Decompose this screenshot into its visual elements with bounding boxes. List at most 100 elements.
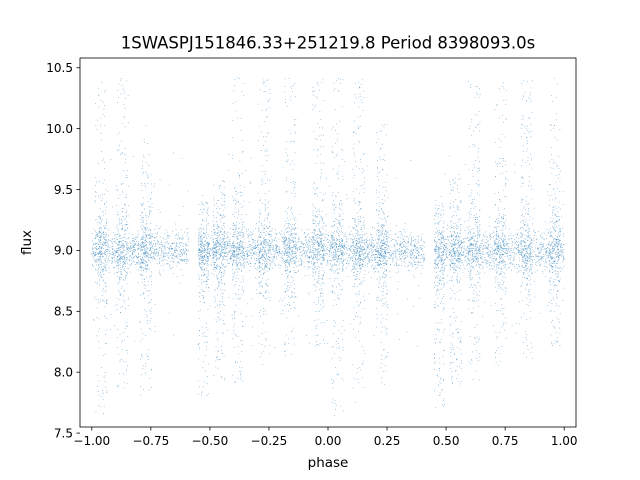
- data-point: [248, 241, 250, 242]
- data-point: [454, 242, 456, 243]
- data-point: [544, 262, 546, 264]
- data-point: [454, 253, 456, 255]
- data-point: [105, 283, 106, 284]
- data-point: [276, 247, 278, 249]
- data-point: [444, 173, 446, 175]
- data-point: [397, 288, 399, 290]
- data-point: [281, 233, 283, 235]
- data-point: [108, 244, 109, 246]
- data-point: [315, 256, 316, 258]
- data-point: [519, 265, 521, 267]
- data-point: [252, 247, 254, 249]
- data-point: [399, 264, 400, 266]
- data-point: [364, 253, 366, 254]
- data-point: [214, 256, 216, 257]
- data-point: [460, 252, 461, 254]
- data-point: [163, 238, 165, 240]
- data-point: [374, 256, 375, 258]
- data-point: [176, 256, 177, 258]
- data-point: [226, 244, 228, 246]
- data-point: [554, 257, 556, 259]
- data-point: [482, 262, 484, 264]
- data-point: [376, 251, 377, 252]
- data-point: [262, 246, 264, 248]
- data-point: [144, 240, 146, 241]
- data-point: [119, 193, 121, 195]
- data-point: [113, 241, 115, 242]
- data-point: [265, 246, 266, 248]
- data-point: [408, 240, 409, 242]
- data-point: [558, 253, 560, 255]
- data-point: [233, 251, 235, 253]
- data-point: [274, 239, 275, 241]
- data-point: [449, 241, 450, 243]
- data-point: [414, 246, 416, 248]
- data-point: [524, 244, 526, 246]
- data-point: [344, 235, 346, 237]
- data-point: [158, 271, 160, 273]
- data-point: [115, 262, 117, 264]
- data-point: [101, 269, 103, 270]
- data-point: [101, 253, 103, 254]
- data-point: [138, 248, 140, 249]
- data-point: [414, 262, 416, 263]
- data-point: [541, 257, 543, 259]
- data-point: [520, 250, 522, 251]
- data-point: [124, 262, 126, 264]
- data-point: [546, 257, 548, 259]
- data-point: [460, 259, 461, 261]
- data-point: [541, 250, 542, 252]
- data-point: [121, 251, 123, 253]
- data-point: [548, 247, 549, 249]
- data-point: [99, 253, 101, 254]
- data-point: [148, 303, 150, 304]
- data-point: [93, 243, 95, 245]
- data-point: [100, 238, 102, 239]
- data-point: [223, 270, 225, 271]
- data-point: [490, 268, 492, 269]
- data-point: [299, 254, 300, 256]
- data-point: [249, 202, 250, 204]
- data-point: [105, 242, 107, 244]
- data-point: [309, 241, 311, 243]
- data-point: [265, 263, 267, 264]
- data-point: [515, 332, 517, 334]
- data-point: [174, 235, 176, 237]
- data-point: [136, 256, 137, 258]
- data-point: [181, 259, 183, 261]
- data-point: [168, 252, 170, 254]
- data-point: [549, 248, 550, 250]
- data-point: [342, 232, 344, 233]
- data-point: [397, 281, 399, 282]
- data-point: [106, 303, 108, 305]
- data-point: [130, 255, 131, 257]
- data-point: [332, 257, 334, 259]
- data-point: [545, 251, 546, 253]
- data-point: [256, 222, 257, 224]
- data-point: [461, 260, 462, 261]
- data-point: [545, 254, 546, 256]
- data-point: [120, 79, 121, 81]
- data-point: [451, 245, 453, 247]
- data-point: [560, 251, 562, 253]
- data-point: [234, 259, 236, 261]
- data-point: [104, 381, 106, 382]
- data-point: [122, 243, 123, 245]
- data-point: [143, 155, 145, 156]
- data-point: [484, 301, 485, 303]
- data-point: [274, 346, 276, 348]
- data-point: [480, 254, 481, 256]
- data-point: [400, 244, 401, 246]
- data-point: [98, 195, 99, 197]
- data-point: [149, 278, 151, 280]
- data-point: [284, 305, 285, 306]
- data-point: [309, 256, 311, 258]
- data-point: [98, 248, 99, 249]
- data-point: [300, 261, 302, 262]
- data-point: [316, 258, 318, 260]
- data-point: [439, 243, 441, 245]
- data-point: [546, 252, 548, 254]
- data-point: [198, 233, 200, 235]
- data-point: [238, 243, 240, 245]
- data-point: [538, 259, 540, 260]
